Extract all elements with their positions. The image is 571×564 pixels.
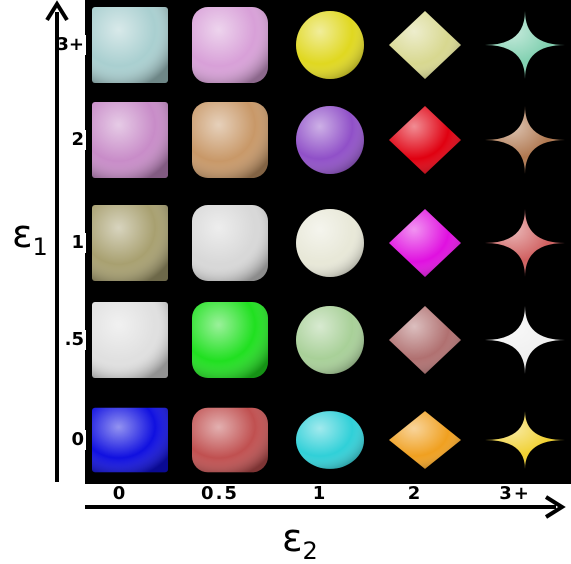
shape-shade <box>485 306 565 374</box>
shape-shade <box>92 407 168 473</box>
shape-shade <box>389 209 461 277</box>
shape-shade <box>296 209 364 277</box>
shape-shade <box>296 106 364 174</box>
shape-shade <box>485 106 565 174</box>
shape-shade <box>389 106 461 174</box>
row-label: 2 <box>71 129 84 150</box>
column-label: 1 <box>313 483 328 504</box>
shape-shade <box>92 302 168 378</box>
row-label: 3+ <box>56 34 84 55</box>
shape-shade <box>296 411 364 469</box>
shape-shade <box>192 7 268 83</box>
shape-shade <box>389 11 461 79</box>
row-label: 0 <box>71 429 84 450</box>
column-label: 0.5 <box>201 483 239 504</box>
shape-shade <box>485 209 565 277</box>
shape-shade <box>92 7 168 83</box>
row-label-bg <box>66 35 86 55</box>
shape-shade <box>389 306 461 374</box>
y-axis-label: ε1 <box>12 212 48 262</box>
shape-grid <box>92 7 565 473</box>
shape-shade <box>296 11 364 79</box>
y-arrow <box>45 0 69 22</box>
x-axis-label: ε2 <box>282 516 318 564</box>
row-label: 1 <box>71 232 84 253</box>
shape-shade <box>192 407 268 473</box>
shape-shade <box>485 411 565 469</box>
column-label: 0 <box>113 483 128 504</box>
row-label-bg <box>66 430 86 450</box>
tick-labels: 3+ 2 1 .5 0 0 0.5 1 2 3+ <box>56 34 531 504</box>
shape-shade <box>296 306 364 374</box>
column-label: 3+ <box>499 483 531 504</box>
row-label-bg <box>66 233 86 253</box>
row-label: .5 <box>65 329 84 350</box>
shape-shade <box>389 411 461 469</box>
row-label-bg <box>66 130 86 150</box>
shape-shade <box>92 102 168 178</box>
x-arrow <box>544 495 566 519</box>
shape-shade <box>485 11 565 79</box>
shape-shade <box>192 205 268 281</box>
shape-shade <box>192 102 268 178</box>
shape-shade <box>92 205 168 281</box>
row-label-bg <box>66 330 86 350</box>
column-label: 2 <box>408 483 423 504</box>
shape-shade <box>192 302 268 378</box>
